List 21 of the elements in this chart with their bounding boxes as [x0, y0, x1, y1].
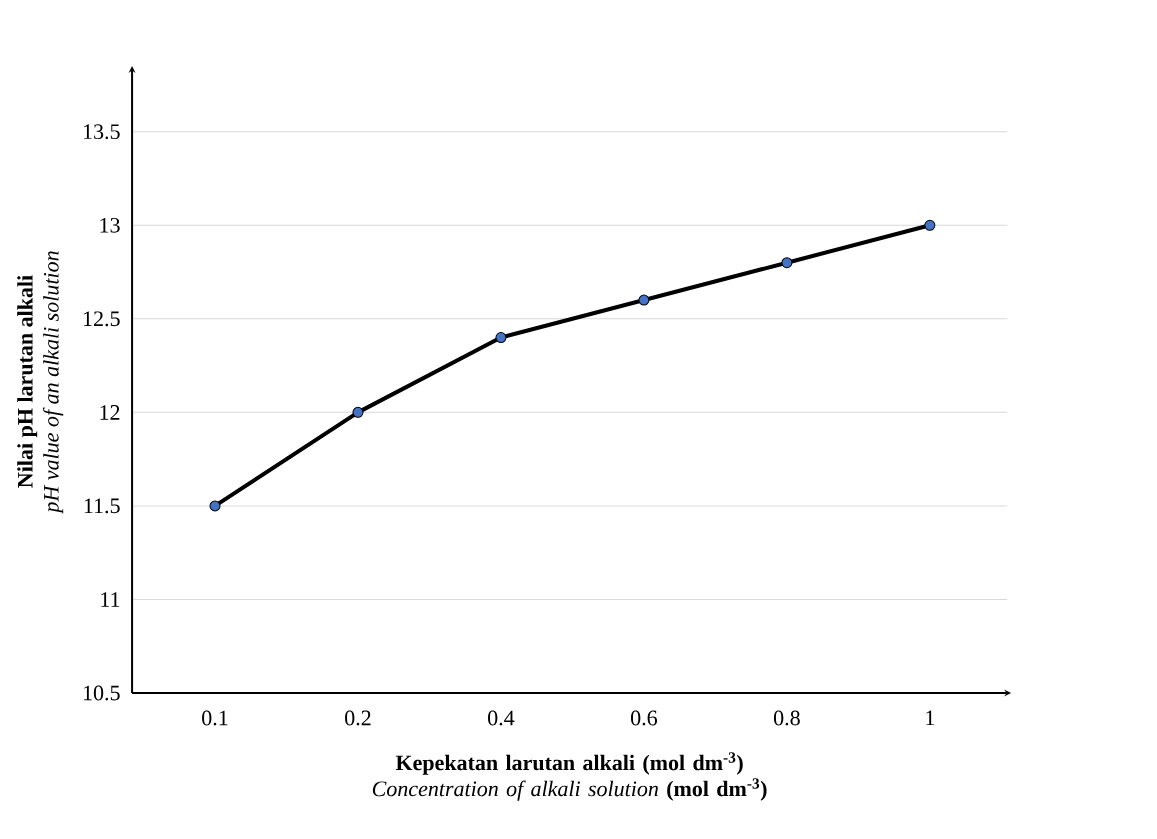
point	[638, 294, 650, 306]
point	[209, 500, 221, 512]
text: Kepekatan larutan alkali (mol dm$^{-3}$) Concentration of alkali solution (mol dm$^{-3}$)	[372, 752, 767, 801]
point	[495, 332, 507, 344]
y-tick-label: 11.5	[84, 498, 120, 514]
y-tick-label: 13.5	[83, 124, 120, 140]
x-tick-label: 0.8	[773, 710, 800, 726]
x-tick-label: 0.6	[631, 710, 658, 726]
point	[924, 219, 936, 231]
y-tick-label: 13	[100, 217, 120, 233]
y-tick-label: 10.5	[83, 685, 120, 701]
point	[352, 406, 364, 418]
y-tick-label: 11	[101, 592, 120, 607]
point	[781, 257, 793, 269]
y-axis-title: Nilai pH larutan alkali pH value of an alkali solution	[17, 251, 64, 514]
x-tick-label: 0.2	[345, 710, 371, 726]
x-tick-label: 1	[926, 710, 935, 726]
y-tick-label: 12	[100, 405, 120, 420]
x-tick-label: 0.1	[202, 710, 228, 726]
x-tick-label: 0.4	[488, 710, 515, 726]
y-tick-label: 12.5	[83, 311, 120, 327]
